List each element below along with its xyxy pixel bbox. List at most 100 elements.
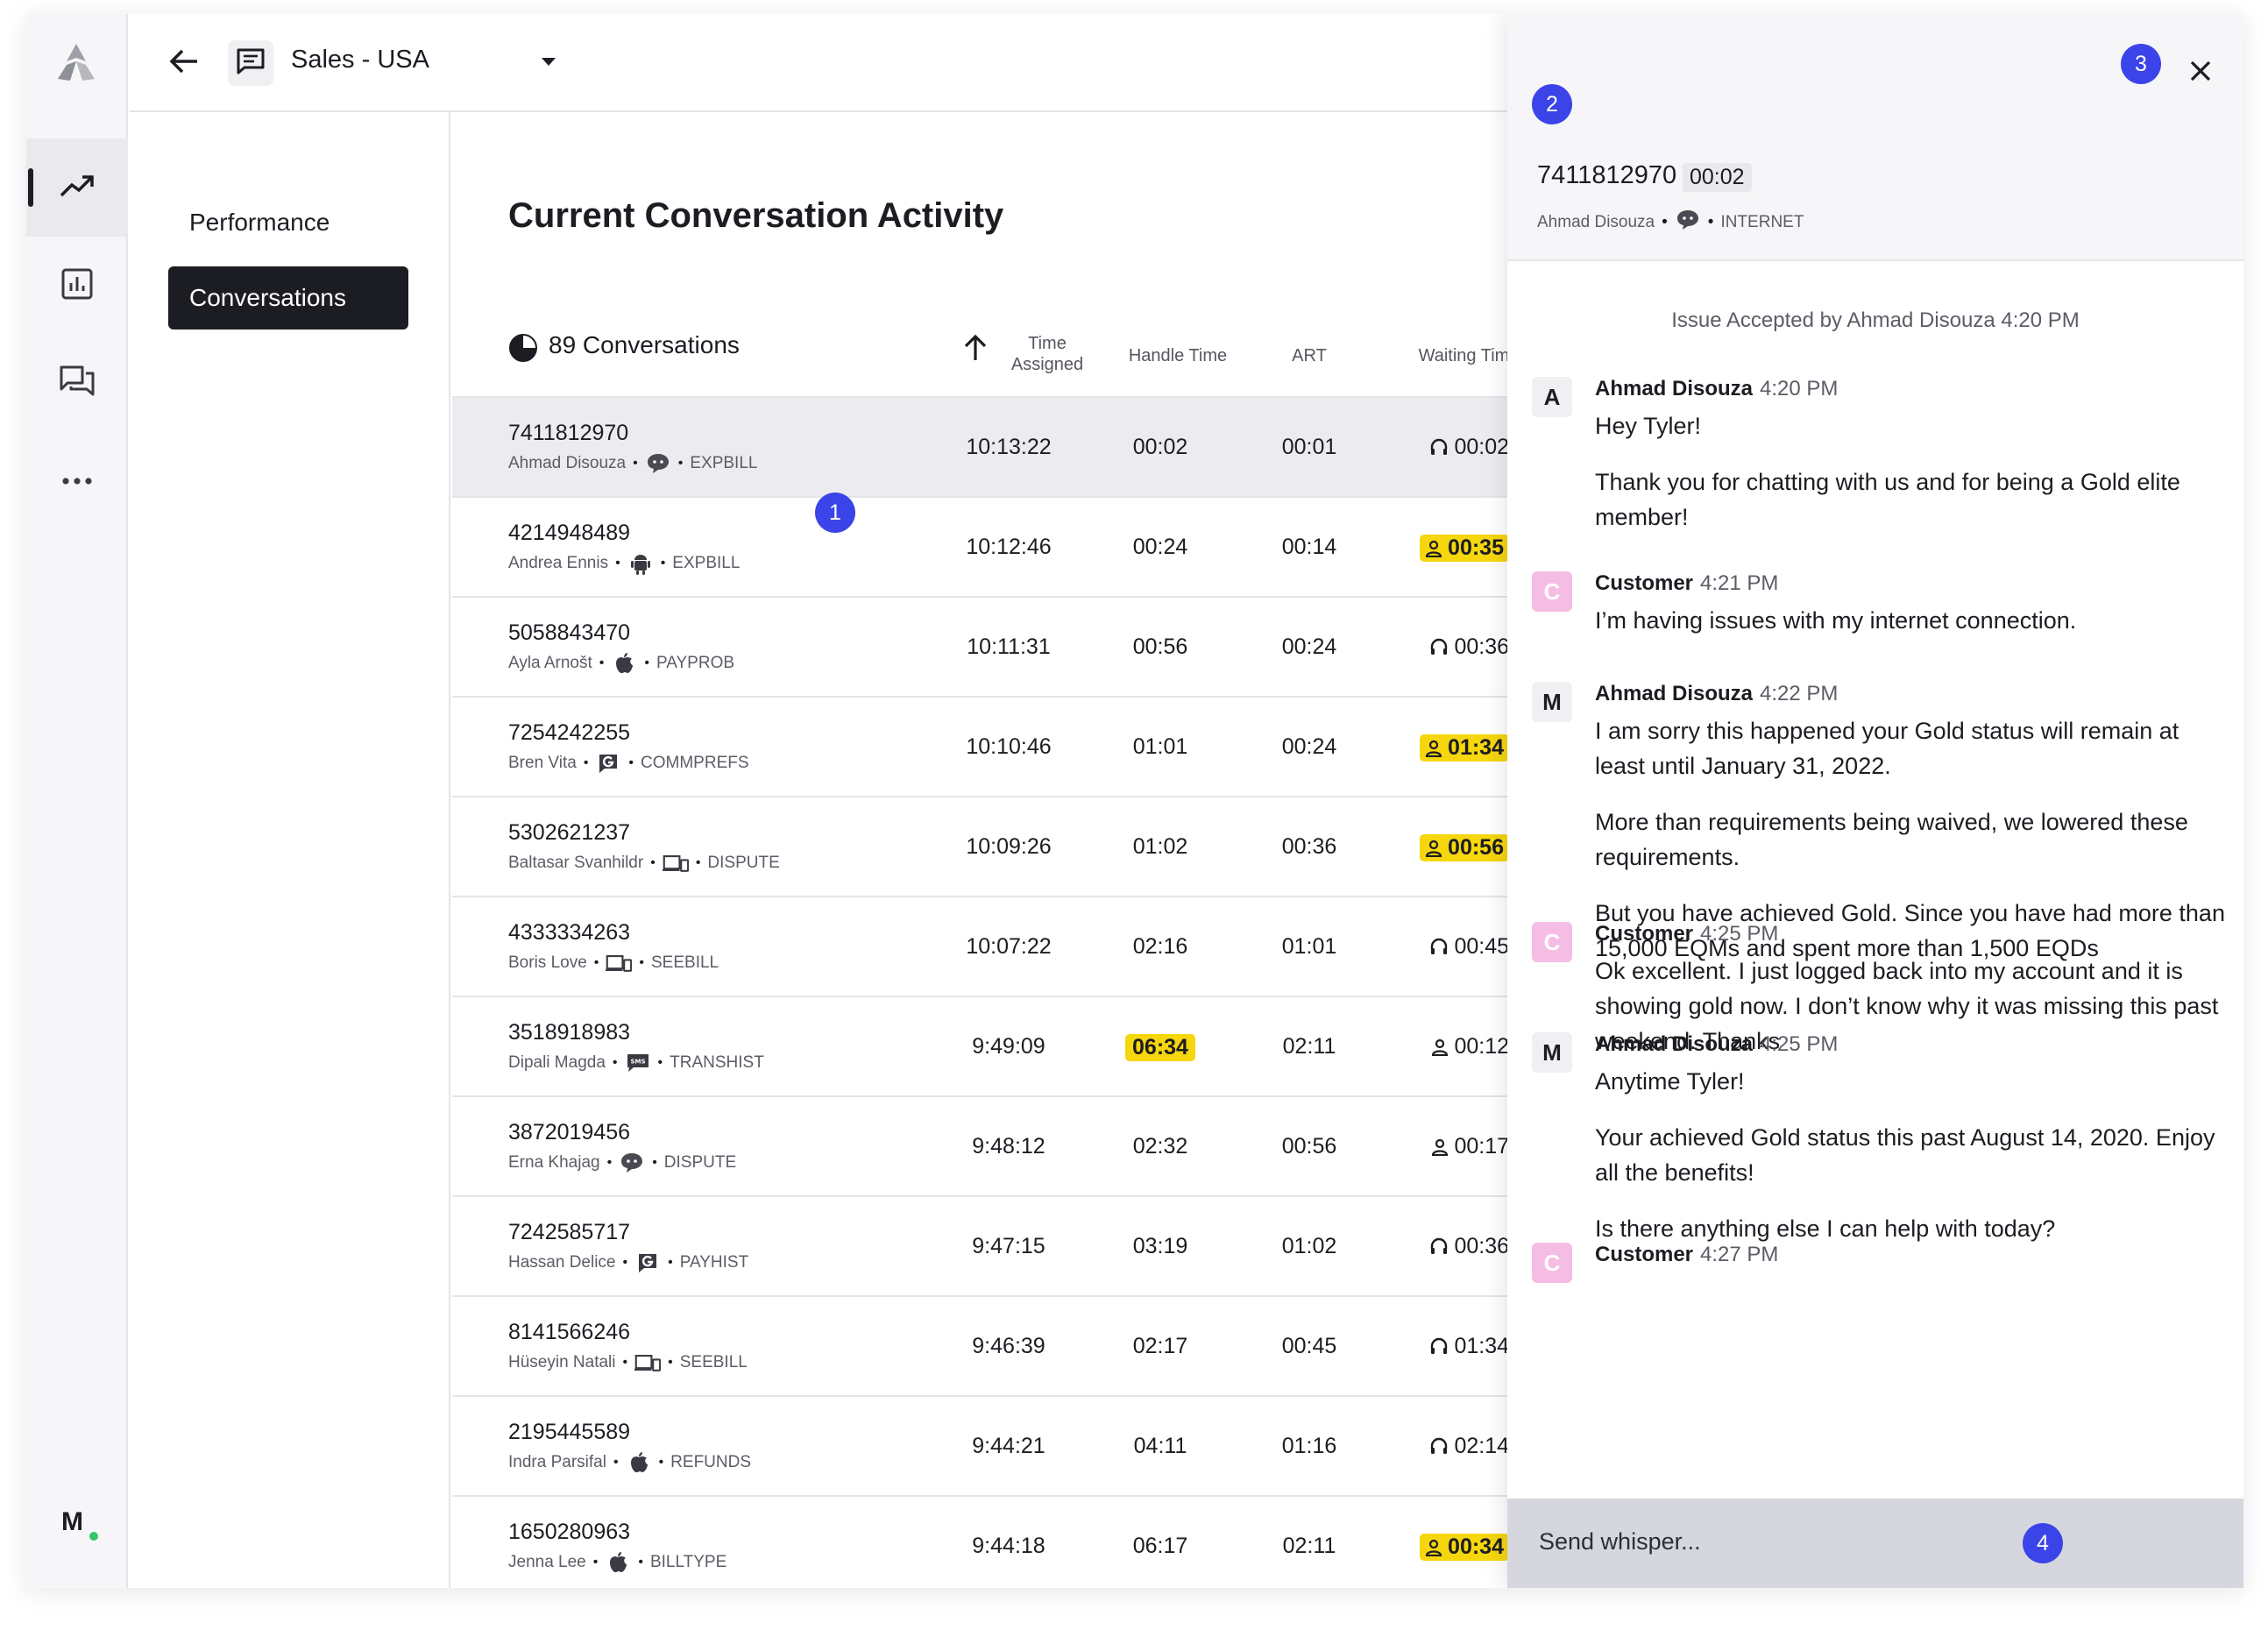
table-row[interactable]: 8141566246 Hüseyin Natali • • SEEBILL 9:46:39… <box>452 1297 1507 1397</box>
marker-1: 1 <box>815 493 855 533</box>
art-cell: 02:11 <box>1282 1034 1336 1059</box>
column-time-assigned[interactable]: Time Assigned <box>1010 334 1084 374</box>
table-row[interactable]: 5302621237 Baltasar Svanhildr • • DISPUTE 10:… <box>452 797 1507 897</box>
separator-dot: • <box>652 1155 657 1170</box>
caret-down-icon[interactable] <box>542 58 556 66</box>
waiting-time-cell: 00:34 <box>1420 1534 1507 1561</box>
art-cell: 01:01 <box>1281 934 1337 959</box>
google-icon <box>634 1251 661 1274</box>
conversation-number: 5302621237 <box>508 820 631 845</box>
rail-more-button[interactable] <box>26 433 128 531</box>
table-row[interactable]: 4214948489 Andrea Ennis • • EXPBILL 10:12:46 0… <box>452 498 1507 598</box>
separator-dot: • <box>1662 213 1668 231</box>
table-row[interactable]: 7242585717 Hassan Delice • • PAYHIST 9:47:15 0… <box>452 1197 1507 1297</box>
conversation-meta: Dipali Magda • SMS • TRANSHIST <box>508 1052 764 1074</box>
close-button[interactable] <box>2182 54 2219 91</box>
conversation-number: 4214948489 <box>508 521 631 545</box>
waiting-time-value: 00:34 <box>1448 1534 1504 1559</box>
art-cell: 00:45 <box>1281 1334 1337 1358</box>
column-waiting-time[interactable]: Waiting Time <box>1418 346 1507 365</box>
marker-2: 2 <box>1532 84 1572 124</box>
art-cell: 02:11 <box>1282 1534 1336 1558</box>
waiting-time-cell: 00:36 <box>1420 634 1507 660</box>
table-row[interactable]: 3518918983 Dipali Magda • SMS • TRANSHIST 9:49… <box>452 997 1507 1097</box>
whisper-composer[interactable]: Send whisper... 4 <box>1507 1499 2243 1588</box>
waiting-time-cell: 01:34 <box>1420 1334 1507 1359</box>
conversation-meta: Baltasar Svanhildr • • DISPUTE <box>508 852 780 875</box>
handle-time-cell: 01:01 <box>1108 734 1213 760</box>
time-assigned-cell: 9:44:18 <box>972 1534 1045 1558</box>
waiting-time-value: 01:34 <box>1454 1334 1507 1358</box>
handle-time-cell: 00:24 <box>1108 535 1213 560</box>
subnav-item-conversations[interactable]: Conversations <box>168 266 408 330</box>
queue-chip[interactable] <box>228 40 273 86</box>
arrow-up-icon[interactable] <box>960 333 990 363</box>
waiting-alert-badge: 00:35 <box>1420 535 1507 562</box>
time-assigned-cell: 10:07:22 <box>966 934 1052 959</box>
rail-reports-button[interactable] <box>26 237 128 335</box>
rail-conversations-button[interactable] <box>26 335 128 433</box>
message-avatar: C <box>1532 922 1572 962</box>
google-icon <box>595 752 621 775</box>
table-row[interactable]: 7411812970 Ahmad Disouza • • EXPBILL 10:13:22… <box>452 398 1507 498</box>
apple-icon <box>626 1451 652 1474</box>
art-cell: 00:14 <box>1281 535 1337 559</box>
sub-navigation: Performance Conversations <box>130 112 450 1588</box>
handle-time-cell: 02:32 <box>1108 1134 1213 1159</box>
rail-performance-button[interactable] <box>26 138 128 237</box>
column-handle-time[interactable]: Handle Time <box>1128 346 1228 365</box>
queue-title[interactable]: Sales - USA <box>291 46 429 74</box>
conversation-number: 4333334263 <box>508 920 631 945</box>
chat-transcript[interactable]: Issue Accepted by Ahmad Disouza 4:20 PM … <box>1507 263 2243 1499</box>
issue-code: BILLTYPE <box>649 1553 727 1571</box>
separator-dot: • <box>639 955 644 970</box>
separator-dot: • <box>615 556 620 570</box>
handle-time-value: 02:16 <box>1132 934 1188 959</box>
subnav-item-performance[interactable]: Performance <box>189 209 330 236</box>
issue-code: EXPBILL <box>690 454 758 472</box>
waiting-time-cell: 00:17 <box>1420 1134 1507 1159</box>
message-time: 4:27 PM <box>1700 1243 1779 1266</box>
person-icon <box>1425 540 1442 557</box>
table-row[interactable]: 4333334263 Boris Love • • SEEBILL 10:07:22 02:… <box>452 897 1507 997</box>
user-avatar[interactable]: M <box>61 1507 83 1536</box>
table-row[interactable]: 5058843470 Ayla Arnošt • • PAYPROB 10:11:31 00… <box>452 598 1507 698</box>
conversation-meta: Hassan Delice • • PAYHIST <box>508 1251 748 1274</box>
issue-code: COMMPREFS <box>641 754 749 772</box>
handle-time-value: 02:17 <box>1132 1334 1188 1358</box>
agent-name: Hüseyin Natali <box>508 1353 616 1371</box>
system-message: Issue Accepted by Ahmad Disouza 4:20 PM <box>1671 308 2080 332</box>
chat-bubble-icon <box>619 1152 645 1174</box>
table-row[interactable]: 1650280963 Jenna Lee • • BILLTYPE 9:44:18 06:1… <box>452 1497 1507 1588</box>
message-paragraph: But you have achieved Gold. Since you ha… <box>1595 900 2225 961</box>
page-title: Current Conversation Activity <box>508 196 1004 235</box>
waiting-time-cell: 00:45 <box>1420 934 1507 960</box>
column-art[interactable]: ART <box>1292 346 1327 365</box>
message-author: Customer <box>1595 571 1694 595</box>
time-assigned-cell: 10:09:26 <box>966 834 1052 859</box>
issue-code: EXPBILL <box>672 554 741 572</box>
waiting-time-cell: 02:14 <box>1420 1434 1507 1459</box>
whisper-input[interactable]: Send whisper... <box>1539 1528 1701 1555</box>
panel-channel: INTERNET <box>1720 213 1804 231</box>
table-row[interactable]: 2195445589 Indra Parsifal • • REFUNDS 9:44:21… <box>452 1397 1507 1497</box>
table-row[interactable]: 7254242255 Bren Vita • • COMMPREFS 10:10:46 01… <box>452 698 1507 797</box>
issue-code: REFUNDS <box>670 1453 752 1471</box>
close-icon <box>2188 59 2213 88</box>
time-assigned-cell: 9:48:12 <box>972 1134 1045 1159</box>
table-row[interactable]: 3872019456 Erna Khajag • • DISPUTE 9:48:12 02:… <box>452 1097 1507 1197</box>
message-body: I am sorry this happened your Gold statu… <box>1595 713 2226 987</box>
message-body: I’m having issues with my internet conne… <box>1595 603 2226 659</box>
agent-name: Ayla Arnošt <box>508 654 592 672</box>
conversation-number: 1650280963 <box>508 1520 631 1544</box>
handle-time-value: 06:17 <box>1132 1534 1188 1558</box>
conversation-meta: Bren Vita • • COMMPREFS <box>508 752 749 775</box>
agent-name: Dipali Magda <box>508 1053 606 1072</box>
back-button[interactable] <box>161 40 207 86</box>
message-header: Ahmad Disouza 4:20 PM <box>1595 377 1838 401</box>
handle-time-cell: 00:02 <box>1108 435 1213 460</box>
art-cell: 00:36 <box>1281 834 1337 859</box>
logo-icon[interactable] <box>53 40 100 88</box>
message-avatar: C <box>1532 1243 1572 1283</box>
issue-code: PAYPROB <box>656 654 735 672</box>
